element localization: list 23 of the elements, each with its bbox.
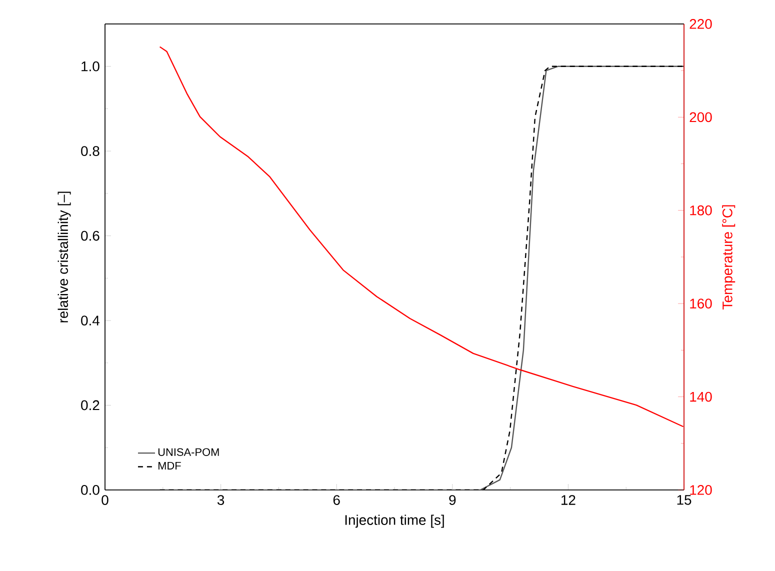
y2-axis-title: Temperature [°C]	[722, 205, 736, 310]
y-tick-label: 0.4	[81, 316, 100, 326]
x-tick-label: 3	[217, 495, 224, 505]
x-axis-title: Injection time [s]	[345, 514, 444, 528]
y-axis-title: relative cristallinity [–]	[58, 192, 71, 322]
y-tick-label: 1.0	[82, 61, 100, 72]
y2-tick-label: 200	[690, 112, 712, 122]
x-tick-label: 6	[333, 495, 340, 505]
y-tick-label: 0.2	[81, 400, 100, 410]
y2-tick-label: 160	[690, 298, 712, 309]
y-tick-label: 0.0	[81, 485, 100, 495]
x-tick-label: 9	[449, 495, 456, 505]
x-tick-label: 0	[102, 495, 108, 505]
y2-tick-label: 140	[690, 392, 712, 402]
x-tick-label: 12	[562, 495, 576, 505]
y2-tick-label: 180	[690, 205, 712, 216]
y2-tick-label: 120	[690, 485, 712, 495]
y-tick-label: 0.6	[81, 230, 100, 241]
legend-label: MDF	[158, 462, 181, 470]
y-tick-label: 0.8	[81, 146, 100, 156]
y2-tick-label: 220	[690, 19, 712, 29]
x-tick-label: 15	[677, 495, 692, 505]
legend-label: UNISA-POM	[158, 448, 219, 456]
